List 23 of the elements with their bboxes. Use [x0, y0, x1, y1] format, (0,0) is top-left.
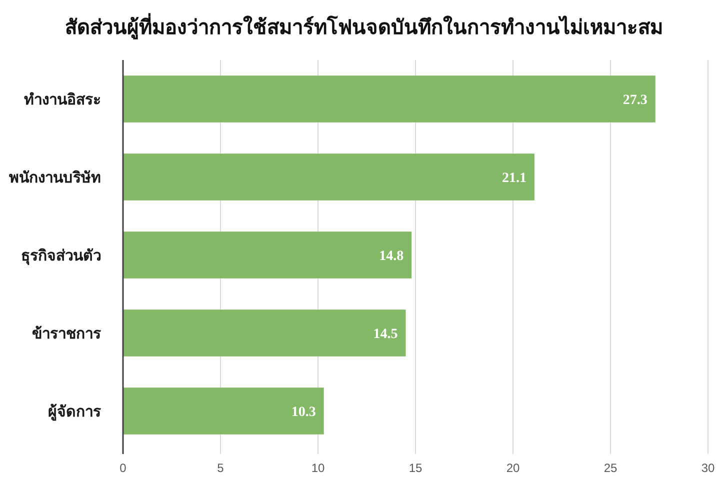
- y-tick-label: ทำงานอิสระ: [24, 90, 101, 108]
- x-tick-label: 10: [311, 461, 325, 475]
- y-tick-label: พนักงานบริษัท: [9, 168, 101, 186]
- x-tick-label: 15: [408, 461, 422, 475]
- bar: [123, 232, 412, 278]
- x-tick-label: 0: [120, 461, 127, 475]
- chart-title: สัดส่วนผู้ที่มองว่าการใช้สมาร์ทโฟนจดบันทึกในการทำงานไม่เหมาะสม: [65, 12, 663, 41]
- data-label: 10.3: [291, 404, 316, 420]
- y-tick-label: ข้าราชการ: [32, 325, 102, 342]
- bar: [123, 76, 656, 122]
- data-label: 14.5: [373, 326, 398, 342]
- bar: [123, 310, 406, 356]
- data-label: 27.3: [622, 92, 648, 108]
- x-tick-label: 25: [604, 461, 618, 475]
- x-tick-label: 5: [217, 461, 224, 475]
- bar: [123, 388, 324, 434]
- x-tick-label: 20: [506, 461, 520, 475]
- bar: [123, 154, 534, 200]
- y-tick-label: ธุรกิจส่วนตัว: [21, 246, 101, 266]
- y-tick-label: ผู้จัดการ: [48, 403, 102, 422]
- data-label: 21.1: [502, 170, 526, 186]
- data-label: 14.8: [379, 248, 404, 264]
- x-tick-label: 30: [701, 461, 715, 475]
